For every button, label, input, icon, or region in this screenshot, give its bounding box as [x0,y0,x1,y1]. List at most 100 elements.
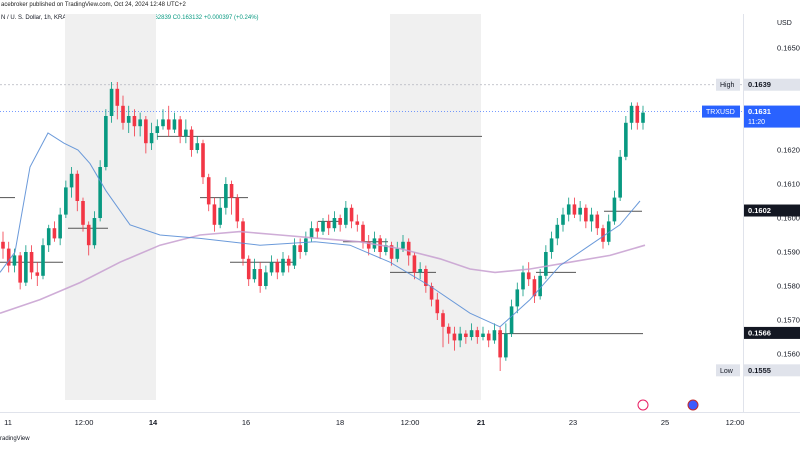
candle-body [344,207,348,225]
candle-body [509,306,514,334]
y-tick-label: 0.1600 [777,214,800,223]
candle-body [389,245,394,259]
candle-body [624,122,628,157]
candle-body [549,238,554,252]
candle-body [366,241,371,249]
high-tag-box [716,78,740,91]
candle-body [589,214,594,222]
candle-body [584,207,588,222]
candle-body [275,262,280,273]
candle-body [538,275,542,297]
candle-body [126,116,131,123]
y-tick-label: 0.1650 [777,44,800,53]
candle-body [264,272,268,286]
level-1-price-value: 0.1602 [748,206,771,215]
current-countdown: 11:20 [748,119,765,126]
candle-body [246,258,251,280]
candle-body [424,269,428,286]
y-tick-label: 0.1560 [777,350,800,359]
candle-body [155,126,160,133]
candle-body [452,333,457,341]
candle-body [241,221,245,259]
candle-body [224,184,228,208]
candle-body [58,214,62,239]
candle-body [229,184,234,198]
candle-body [132,116,137,127]
candle-body [218,207,222,225]
candle-body [641,112,645,123]
x-tick-label: 14 [149,418,158,427]
candle-body [29,252,34,273]
symbol-line: N / U. S. Dollar, 1h, KRAKEN O0.162839 H… [1,14,259,23]
candle-body [441,313,445,327]
ohlc-readout: O0.162839 H0.163191 L0.162839 C0.163132 … [80,15,259,21]
candle-body [269,262,274,273]
candle-body [349,207,354,222]
candle-body [281,258,285,273]
candle-body [18,255,22,283]
candle-body [338,218,342,225]
candle-body [315,228,320,232]
candle-body [178,119,182,137]
candle-body [566,204,571,215]
candle-body [144,119,148,144]
candle-body [578,207,582,215]
y-tick-label: 0.1620 [777,146,800,155]
candle-body [81,201,85,225]
candle-body [361,224,365,242]
candle-body [475,330,480,337]
low-price-box [744,364,800,377]
fast-moving-average [0,132,641,328]
slow-moving-average [0,230,646,314]
x-tick-label: 16 [242,418,250,427]
y-tick-label: 0.1570 [777,316,800,325]
x-tick-label: 25 [661,418,669,427]
candle-body [115,88,120,106]
us-flag-event-icon[interactable] [687,399,699,411]
candle-body [435,299,440,314]
x-tick-label: 21 [477,418,485,427]
level-1-price-box [744,204,800,217]
candle-body [601,228,605,242]
current-price-box [744,105,800,128]
candle-body [195,143,200,150]
candle-body [561,214,565,225]
candle-body [321,221,325,232]
candle-body [418,269,422,273]
x-tick-label: 11 [4,418,12,427]
candle-body [104,116,108,167]
candle-body [189,129,194,150]
x-tick-label: 12:00 [75,418,94,427]
candle-body [521,272,525,290]
candle-body [469,330,474,337]
low-tag-label: Low [720,368,734,375]
currency-label: USD [777,20,792,27]
candle-body [161,119,165,127]
candle-body [504,333,508,358]
y-tick-label: 0.1590 [777,248,800,257]
candle-body [24,252,28,283]
symbol-description: N / U. S. Dollar, 1h, KRAKEN [1,15,79,21]
candle-body [446,326,451,334]
candle-body [252,269,257,280]
session-shade [65,14,156,400]
earnings-event-icon[interactable] [637,399,649,411]
low-price-value: 0.1555 [748,366,771,375]
candle-body [555,224,560,239]
candle-body [41,245,45,276]
candle-body [492,330,497,341]
x-tick-label: 12:00 [401,418,420,427]
candle-body [332,218,337,229]
candle-body [286,258,291,266]
candle-body [172,119,177,130]
candle-body [395,248,400,259]
publisher-line: acebroker published on TradingView.com, … [1,2,186,8]
candle-body [498,330,502,358]
candle-body [212,204,217,225]
candle-body [532,279,537,297]
high-price-value: 0.1639 [748,80,771,89]
candle-body [595,214,600,229]
candle-body [326,221,331,229]
